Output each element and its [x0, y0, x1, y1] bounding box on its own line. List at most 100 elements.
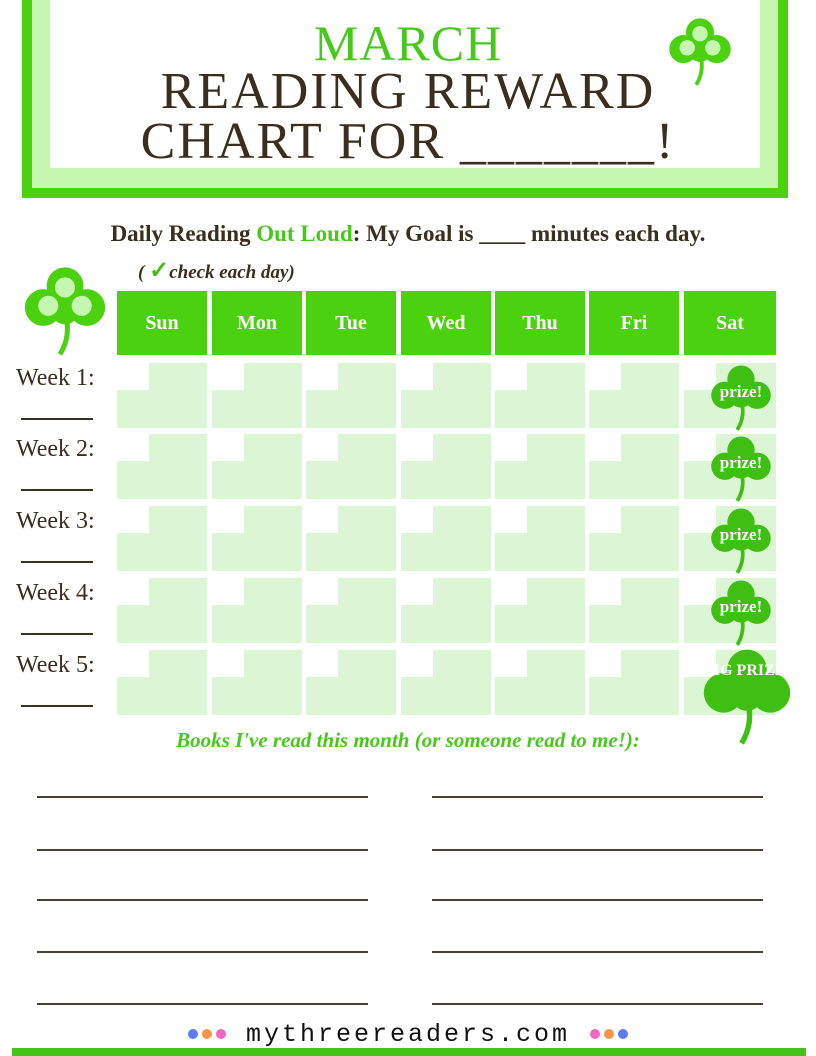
checkbox[interactable]	[589, 434, 621, 461]
day-cell[interactable]	[212, 434, 302, 499]
title-line-1: READING REWARD	[160, 63, 656, 120]
day-cell[interactable]	[589, 578, 679, 643]
check-text: check each day)	[169, 262, 295, 283]
day-cell[interactable]	[589, 363, 679, 428]
checkbox[interactable]	[495, 578, 527, 605]
checkbox[interactable]	[495, 650, 527, 677]
week-label: Week 5:	[16, 652, 95, 678]
checkbox[interactable]	[212, 650, 244, 677]
header-frame-white	[50, 0, 760, 168]
checkbox[interactable]	[684, 650, 716, 677]
day-cell[interactable]	[495, 506, 585, 571]
dot-icon	[187, 1029, 198, 1040]
checkbox[interactable]	[589, 363, 621, 390]
day-cell[interactable]	[117, 506, 207, 571]
book-title-line[interactable]	[432, 796, 763, 798]
day-cell[interactable]	[589, 506, 679, 571]
book-title-line[interactable]	[37, 899, 368, 901]
checkbox[interactable]	[684, 434, 716, 461]
book-title-line[interactable]	[432, 849, 763, 851]
week-name-blank	[21, 633, 93, 635]
checkbox[interactable]	[306, 506, 338, 533]
day-cell[interactable]	[495, 650, 585, 715]
checkbox[interactable]	[589, 650, 621, 677]
checkbox[interactable]	[684, 363, 716, 390]
site-name: mythreereaders.com	[245, 1020, 571, 1049]
day-cell[interactable]	[589, 650, 679, 715]
day-cell[interactable]	[495, 434, 585, 499]
checkbox[interactable]	[117, 650, 149, 677]
checkbox[interactable]	[495, 363, 527, 390]
book-title-line[interactable]	[37, 796, 368, 798]
checkbox[interactable]	[306, 434, 338, 461]
dot-icon	[215, 1029, 226, 1040]
checkbox[interactable]	[117, 434, 149, 461]
footer-bar	[12, 1048, 806, 1056]
day-cell[interactable]	[401, 434, 491, 499]
month-title: MARCH	[313, 15, 503, 71]
book-title-line[interactable]	[37, 1003, 368, 1005]
books-heading: Books I've read this month (or someone r…	[176, 728, 640, 752]
checkbox[interactable]	[306, 650, 338, 677]
day-header-fri: Fri	[589, 291, 679, 355]
checkbox[interactable]	[684, 506, 716, 533]
checkbox[interactable]	[589, 506, 621, 533]
checkbox[interactable]	[117, 506, 149, 533]
week-name-blank	[21, 489, 93, 491]
footer-dots-right	[588, 1020, 630, 1049]
day-cell[interactable]	[401, 578, 491, 643]
footer: mythreereaders.com	[0, 1020, 816, 1049]
day-cell[interactable]	[495, 363, 585, 428]
checkbox[interactable]	[212, 506, 244, 533]
day-header-mon: Mon	[212, 291, 302, 355]
day-cell[interactable]	[117, 363, 207, 428]
book-title-line[interactable]	[37, 849, 368, 851]
book-title-line[interactable]	[432, 1003, 763, 1005]
checkbox[interactable]	[401, 506, 433, 533]
reading-goal: Daily Reading Out Loud: My Goal is ____ …	[0, 221, 816, 247]
day-cell[interactable]	[401, 650, 491, 715]
goal-part2: : My Goal is ____ minutes each day.	[352, 221, 706, 246]
day-cell[interactable]	[212, 578, 302, 643]
checkbox[interactable]	[401, 434, 433, 461]
checkbox[interactable]	[212, 363, 244, 390]
day-cell[interactable]	[212, 506, 302, 571]
dot-icon	[618, 1029, 629, 1040]
day-cell[interactable]	[401, 506, 491, 571]
checkbox[interactable]	[495, 434, 527, 461]
checkbox[interactable]	[589, 578, 621, 605]
checkbox[interactable]	[495, 506, 527, 533]
checkbox[interactable]	[117, 363, 149, 390]
checkbox[interactable]	[117, 578, 149, 605]
day-cell[interactable]	[495, 578, 585, 643]
day-cell[interactable]	[306, 434, 396, 499]
day-cell[interactable]	[212, 363, 302, 428]
day-cell[interactable]	[306, 578, 396, 643]
header-frame	[22, 0, 788, 198]
checkbox[interactable]	[401, 363, 433, 390]
shamrock-icon	[668, 8, 732, 94]
checkbox[interactable]	[212, 434, 244, 461]
day-header-tue: Tue	[306, 291, 396, 355]
day-header-thu: Thu	[495, 291, 585, 355]
checkbox[interactable]	[401, 578, 433, 605]
prize-shamrock: prize!	[710, 578, 772, 646]
day-cell[interactable]	[306, 650, 396, 715]
day-cell[interactable]	[589, 434, 679, 499]
book-title-line[interactable]	[432, 951, 763, 953]
book-title-line[interactable]	[37, 951, 368, 953]
day-cell[interactable]	[117, 434, 207, 499]
dot-icon	[201, 1029, 212, 1040]
checkbox[interactable]	[684, 578, 716, 605]
day-cell[interactable]	[117, 650, 207, 715]
day-cell[interactable]	[117, 578, 207, 643]
checkbox[interactable]	[212, 578, 244, 605]
book-title-line[interactable]	[432, 899, 763, 901]
checkbox[interactable]	[401, 650, 433, 677]
checkbox[interactable]	[306, 363, 338, 390]
checkbox[interactable]	[306, 578, 338, 605]
day-cell[interactable]	[306, 506, 396, 571]
day-cell[interactable]	[212, 650, 302, 715]
day-cell[interactable]	[401, 363, 491, 428]
day-cell[interactable]	[306, 363, 396, 428]
